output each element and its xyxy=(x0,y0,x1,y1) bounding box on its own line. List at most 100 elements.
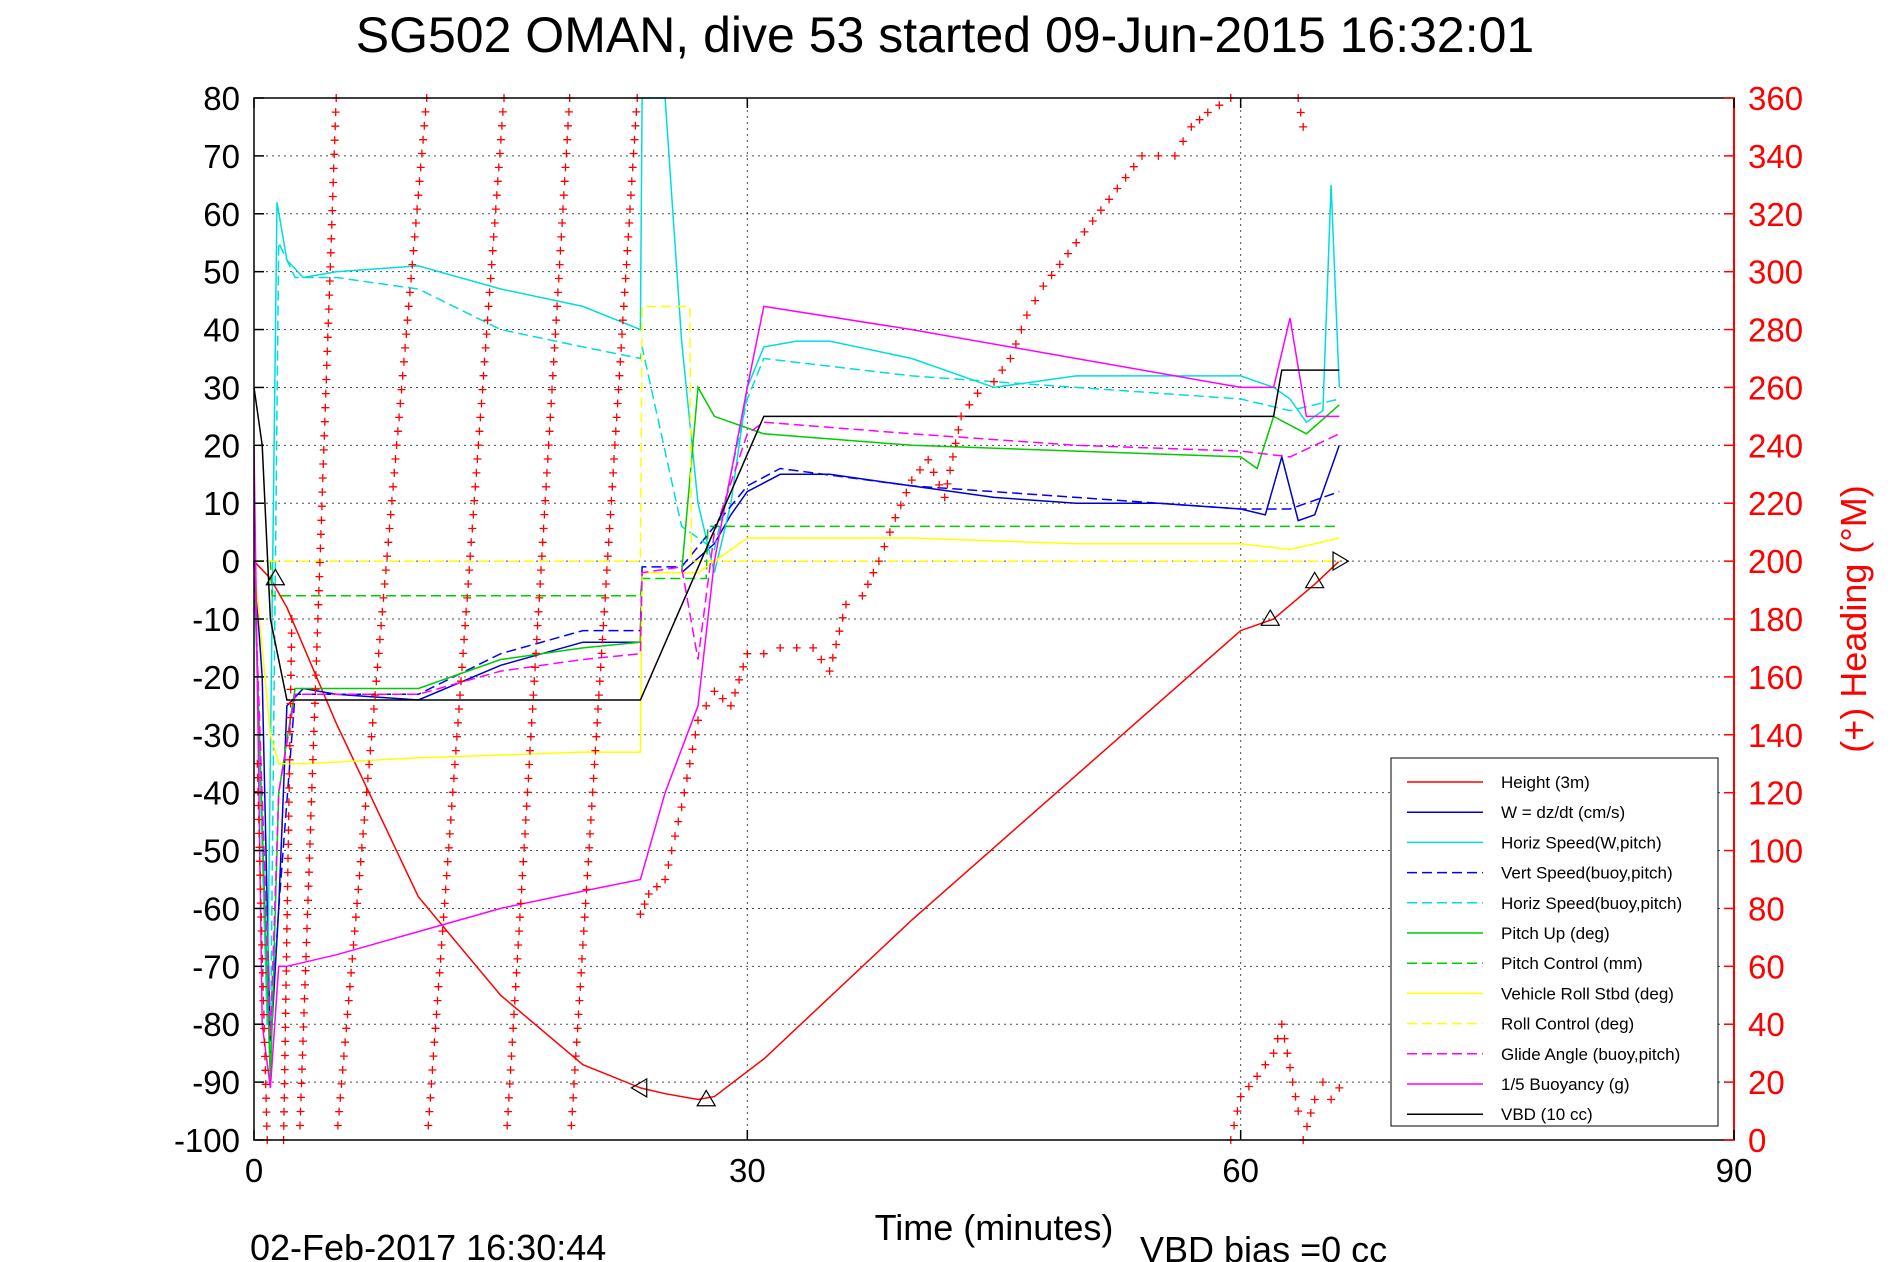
heading-point xyxy=(441,885,450,894)
heading-point xyxy=(973,389,982,398)
heading-point xyxy=(629,149,638,158)
heading-point xyxy=(353,899,362,908)
heading-point xyxy=(467,538,476,547)
legend-label: Pitch Up (deg) xyxy=(1501,924,1610,943)
heading-point xyxy=(336,1093,345,1102)
heading-point xyxy=(564,121,572,130)
heading-point xyxy=(299,1037,307,1046)
series-line-11 xyxy=(253,369,1340,701)
heading-point xyxy=(526,746,534,755)
heading-point xyxy=(543,455,552,463)
heading-point xyxy=(320,417,329,426)
heading-point xyxy=(825,667,834,676)
heading-point xyxy=(468,524,477,533)
heading-point xyxy=(287,643,296,652)
heading-point xyxy=(373,663,382,672)
heading-point xyxy=(553,302,562,311)
heading-point xyxy=(504,1093,513,1102)
heading-point xyxy=(559,191,568,200)
heading-point xyxy=(533,621,542,630)
heading-point xyxy=(591,746,600,755)
heading-point xyxy=(285,741,294,750)
heading-point xyxy=(449,774,458,783)
heading-point xyxy=(286,713,295,722)
heading-point xyxy=(604,538,613,547)
heading-point xyxy=(570,1066,579,1074)
heading-point xyxy=(343,1010,352,1019)
heading-point xyxy=(451,746,460,755)
heading-point xyxy=(542,482,551,491)
heading-point xyxy=(330,136,339,145)
heading-point xyxy=(593,718,602,727)
x-tick-label: 30 xyxy=(729,1152,766,1189)
heading-point xyxy=(615,371,624,380)
triangle-right-marker xyxy=(1332,551,1350,572)
heading-point xyxy=(946,466,955,475)
heading-point xyxy=(487,260,496,269)
heading-point xyxy=(1170,151,1179,160)
heading-point xyxy=(613,399,622,408)
heading-point xyxy=(285,769,294,778)
heading-point xyxy=(507,1052,516,1061)
heading-point xyxy=(471,482,480,491)
heading-point xyxy=(297,1079,306,1088)
heading-point xyxy=(262,1108,271,1117)
heading-point xyxy=(519,857,528,866)
legend-label: Vehicle Roll Stbd (deg) xyxy=(1501,984,1674,1003)
heading-point xyxy=(1253,1072,1262,1081)
heading-point xyxy=(375,635,384,644)
y-tick-label: -50 xyxy=(192,833,240,870)
x-tick-label: 90 xyxy=(1716,1152,1753,1189)
heading-point xyxy=(310,699,319,708)
heading-point xyxy=(481,343,490,352)
heading-point xyxy=(285,784,294,792)
heading-point xyxy=(587,802,596,811)
heading-point xyxy=(602,566,611,575)
heading-point xyxy=(522,802,531,811)
right-tick-label: 80 xyxy=(1748,890,1785,927)
y-tick-label: 40 xyxy=(203,312,240,349)
heading-point xyxy=(628,163,637,172)
y-tick-label: 70 xyxy=(203,138,240,175)
heading-point xyxy=(896,501,905,510)
heading-point xyxy=(409,246,418,255)
heading-point xyxy=(323,347,332,356)
heading-point xyxy=(644,890,653,898)
heading-point xyxy=(1288,1078,1297,1087)
heading-point xyxy=(550,343,559,352)
heading-point xyxy=(1022,311,1031,320)
heading-point xyxy=(556,246,565,255)
right-axis-ticks: 0 20 40 60 80 100 120 140 160 180 200 220 240 260 280 3… xyxy=(1724,80,1803,1159)
heading-point xyxy=(683,774,691,783)
y-tick-label: 80 xyxy=(203,80,240,117)
heading-point xyxy=(354,885,363,894)
heading-point xyxy=(459,649,468,658)
heading-point xyxy=(606,510,615,519)
heading-point xyxy=(327,220,336,229)
series-lines xyxy=(253,97,1341,1101)
heading-point xyxy=(491,205,500,214)
heading-point xyxy=(1230,1121,1239,1130)
heading-point xyxy=(965,400,974,409)
heading-point xyxy=(619,302,628,311)
heading-point xyxy=(577,968,586,977)
heading-point xyxy=(489,232,498,241)
heading-point xyxy=(1236,1092,1245,1101)
legend-label: Vert Speed(buoy,pitch) xyxy=(1501,864,1673,883)
heading-point xyxy=(408,260,417,269)
heading-point xyxy=(1129,162,1138,171)
heading-point xyxy=(586,816,595,824)
heading-point xyxy=(570,1079,578,1088)
heading-point xyxy=(1187,122,1196,131)
heading-point xyxy=(317,516,326,525)
heading-point xyxy=(286,671,295,680)
heading-point xyxy=(280,1051,289,1060)
heading-point xyxy=(498,107,507,116)
heading-point xyxy=(608,482,617,491)
heading-point xyxy=(497,121,506,130)
heading-point xyxy=(610,441,619,450)
heading-point xyxy=(286,685,295,694)
heading-point xyxy=(303,924,311,933)
heading-point xyxy=(688,745,697,754)
heading-point xyxy=(1154,151,1163,160)
